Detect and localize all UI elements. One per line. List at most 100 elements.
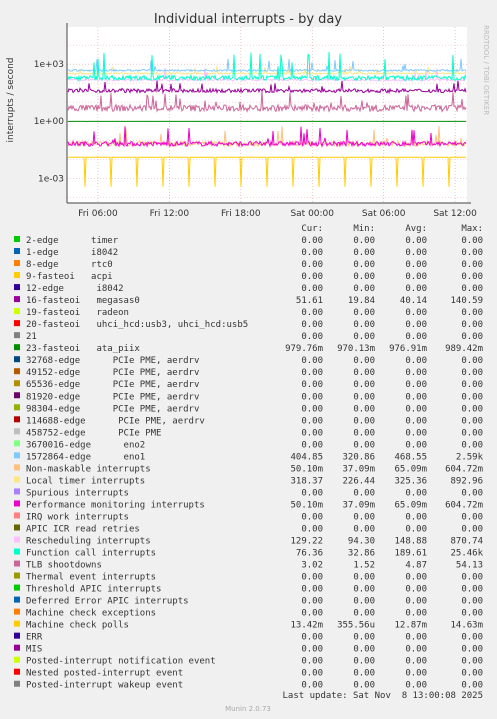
legend-label: Function call interrupts — [26, 549, 156, 559]
legend-swatch — [14, 680, 20, 687]
legend-label: Spurious interrupts — [26, 488, 129, 498]
legend-value: 0.00 — [353, 356, 375, 366]
legend-value: 0.00 — [461, 260, 483, 270]
legend-value: 0.00 — [461, 573, 483, 583]
legend-value: 320.86 — [342, 452, 375, 462]
legend-value: 0.00 — [301, 272, 323, 282]
legend-value: 0.00 — [405, 308, 427, 318]
legend-value: 0.00 — [461, 356, 483, 366]
legend-value: 0.00 — [353, 380, 375, 390]
legend-value: 0.00 — [353, 512, 375, 522]
legend-value: 0.00 — [461, 284, 483, 294]
legend-label: Performance monitoring interrupts — [26, 500, 205, 510]
legend-label: 81920-edge PCIe PME, aerdrv — [26, 392, 199, 402]
legend-value: 0.00 — [405, 248, 427, 258]
legend-value: 0.00 — [301, 512, 323, 522]
legend-label: Rescheduling interrupts — [26, 537, 151, 547]
legend-swatch — [14, 272, 20, 279]
legend-label: 1572864-edge eno1 — [26, 452, 145, 462]
legend-label: Machine check exceptions — [26, 609, 156, 619]
legend-label: 20-fasteoi uhci_hcd:usb3, uhci_hcd:usb5 — [26, 320, 248, 330]
chart-title: Individual interrupts - by day — [154, 12, 342, 27]
legend-value: 0.00 — [461, 272, 483, 282]
legend-swatch — [14, 596, 20, 603]
legend-value: 0.00 — [353, 524, 375, 534]
legend-value: 0.00 — [405, 416, 427, 426]
legend-value: 0.00 — [353, 428, 375, 438]
legend-label: TLB shootdowns — [26, 561, 102, 571]
legend-value: 0.00 — [461, 597, 483, 607]
legend-swatch — [14, 608, 20, 615]
legend-value: 0.00 — [301, 440, 323, 450]
legend-header: Avg: — [405, 224, 427, 234]
legend-swatch — [14, 488, 20, 495]
legend-swatch — [14, 428, 20, 435]
legend-value: 0.00 — [301, 488, 323, 498]
legend-label: Thermal event interrupts — [26, 573, 156, 583]
legend-value: 0.00 — [405, 260, 427, 270]
legend-value: 0.00 — [461, 645, 483, 655]
legend-value: 0.00 — [461, 236, 483, 246]
legend-value: 0.00 — [405, 428, 427, 438]
legend-value: 4.87 — [405, 561, 427, 571]
legend-value: 76.36 — [296, 549, 323, 559]
legend-value: 0.00 — [301, 356, 323, 366]
legend-value: 0.00 — [301, 308, 323, 318]
legend-label: 9-fasteoi acpi — [26, 272, 113, 282]
legend-value: 979.76m — [285, 344, 323, 354]
legend-value: 3.02 — [301, 561, 323, 571]
legend-value: 0.00 — [301, 236, 323, 246]
legend-swatch — [14, 656, 20, 663]
legend-value: 0.00 — [405, 368, 427, 378]
legend-swatch — [14, 380, 20, 387]
legend-value: 0.00 — [353, 597, 375, 607]
legend-label: 98304-edge PCIe PME, aerdrv — [26, 404, 199, 414]
legend-label: Posted-interrupt wakeup event — [26, 681, 183, 691]
legend-swatch — [14, 476, 20, 483]
legend-label: 114688-edge PCIe PME, aerdrv — [26, 416, 205, 426]
legend-value: 50.10m — [290, 500, 323, 510]
legend-label: 21 — [26, 332, 37, 342]
x-tick-label: Sat 00:00 — [290, 209, 334, 219]
legend-swatch — [14, 620, 20, 627]
legend-label: 65536-edge PCIe PME, aerdrv — [26, 380, 199, 390]
legend-swatch — [14, 416, 20, 423]
legend-value: 0.00 — [353, 236, 375, 246]
axes: 1e+03 1e+00 1e-03 Fri 06:00 Fri 12:00 Fri 18:… — [34, 23, 477, 219]
legend-value: 0.00 — [353, 633, 375, 643]
x-tick-label: Fri 18:00 — [221, 209, 261, 219]
series-line — [67, 65, 467, 76]
series-line — [67, 67, 467, 83]
legend-value: 37.09m — [342, 464, 375, 474]
legend-value: 0.00 — [353, 368, 375, 378]
legend-value: 0.00 — [461, 488, 483, 498]
legend-value: 0.00 — [301, 380, 323, 390]
legend-value: 0.00 — [301, 332, 323, 342]
legend-value: 0.00 — [353, 609, 375, 619]
legend-value: 325.36 — [394, 476, 427, 486]
legend-value: 0.00 — [405, 681, 427, 691]
legend-value: 0.00 — [461, 248, 483, 258]
legend-value: 0.00 — [405, 645, 427, 655]
legend-value: 0.00 — [353, 248, 375, 258]
legend-label: MIS — [26, 645, 42, 655]
legend-header: Max: — [461, 224, 483, 234]
legend-label: ERR — [26, 633, 43, 643]
legend-value: 604.72m — [445, 464, 483, 474]
legend-swatch — [14, 440, 20, 447]
legend-value: 50.10m — [290, 464, 323, 474]
legend-value: 0.00 — [405, 380, 427, 390]
legend-value: 0.00 — [461, 669, 483, 679]
legend-swatch — [14, 260, 20, 267]
legend-value: 0.00 — [353, 657, 375, 667]
legend-value: 65.09m — [394, 500, 427, 510]
legend-value: 19.84 — [348, 296, 375, 306]
legend-value: 54.13 — [456, 561, 483, 571]
legend-value: 0.00 — [353, 392, 375, 402]
legend-value: 13.42m — [290, 621, 323, 631]
legend-value: 0.00 — [301, 645, 323, 655]
legend-value: 189.61 — [394, 549, 427, 559]
legend-value: 0.00 — [405, 609, 427, 619]
legend-value: 0.00 — [353, 669, 375, 679]
legend-label: 2-edge timer — [26, 236, 119, 246]
